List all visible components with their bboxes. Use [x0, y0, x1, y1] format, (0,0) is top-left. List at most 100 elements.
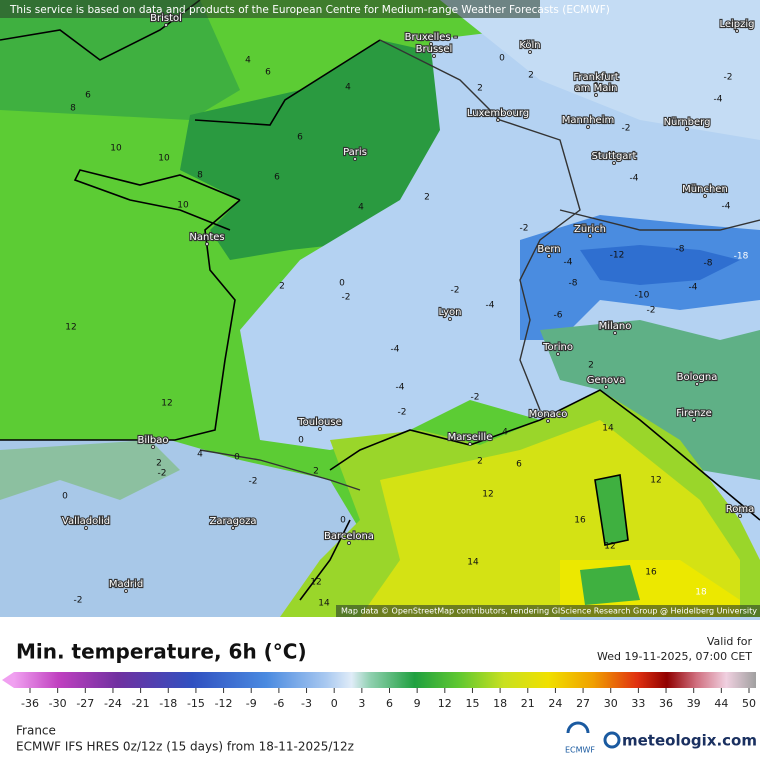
city-dot	[692, 418, 696, 422]
contour-label: 0	[499, 54, 505, 64]
city-label: Milano	[599, 321, 632, 332]
contour-label: 12	[161, 399, 172, 409]
city-label: Marseille	[448, 432, 493, 443]
city-label: Frankfurt	[573, 72, 618, 83]
contour-label: 12	[604, 542, 615, 552]
city-label: Genova	[587, 375, 625, 386]
city-dot	[468, 442, 472, 446]
legend-tick-label: -24	[104, 697, 122, 710]
legend-tick-label: -15	[187, 697, 205, 710]
contour-label: -18	[734, 252, 749, 262]
city-dot	[703, 194, 707, 198]
legend-tick-label: 6	[386, 697, 393, 710]
city-dot	[613, 331, 617, 335]
city-dot	[429, 42, 433, 46]
contour-label: 10	[110, 144, 122, 154]
map-attribution: Map data © OpenStreetMap contributors, r…	[341, 607, 757, 616]
legend-tick-label: 15	[465, 697, 479, 710]
city-dot	[735, 29, 739, 33]
contour-label: -4	[564, 258, 573, 268]
city-label: Zaragoza	[209, 516, 256, 527]
contour-label: 2	[424, 193, 430, 203]
contour-label: -2	[249, 477, 258, 487]
city-dot	[738, 514, 742, 518]
city-label: Torino	[542, 342, 573, 353]
city-dot	[685, 127, 689, 131]
contour-label: 4	[197, 450, 203, 460]
contour-label: -8	[676, 245, 685, 255]
legend-title: Min. temperature, 6h (°C)	[16, 640, 307, 664]
city-dot	[84, 526, 88, 530]
legend-tick-label: 44	[714, 697, 728, 710]
city-dot	[347, 541, 351, 545]
contour-label: 18	[695, 588, 707, 598]
contour-label: -4	[486, 301, 495, 311]
contour-label: 6	[85, 91, 91, 101]
contour-label: -4	[630, 174, 639, 184]
city-label: Brussel	[416, 44, 453, 55]
contour-label: -2	[398, 408, 407, 418]
city-label: Nürnberg	[664, 117, 711, 128]
contour-label: -10	[635, 291, 650, 301]
city-label: Köln	[519, 40, 540, 51]
contour-label: 10	[177, 201, 189, 211]
city-label: Barcelona	[324, 531, 374, 542]
legend-tick-label: 12	[438, 697, 452, 710]
region: France	[16, 724, 56, 738]
contour-label: 2	[528, 71, 534, 81]
city-dot	[432, 54, 436, 58]
city-dot	[448, 317, 452, 321]
contour-label: 0	[234, 453, 240, 463]
city-label: Stuttgart	[592, 151, 637, 162]
contour-label: -2	[74, 596, 83, 606]
contour-label: 4	[502, 428, 508, 438]
contour-label: 2	[313, 467, 319, 477]
legend-tick-label: -6	[273, 697, 284, 710]
contour-label: 0	[340, 516, 346, 526]
model-run: ECMWF IFS HRES 0z/12z (15 days) from 18-…	[16, 740, 354, 754]
legend-tick-label: -30	[49, 697, 67, 710]
legend: Min. temperature, 6h (°C) Valid for Wed …	[2, 635, 756, 710]
legend-tick-label: 21	[521, 697, 535, 710]
contour-label: 4	[245, 56, 251, 66]
contour-label: 0	[62, 492, 68, 502]
contour-label: -6	[554, 311, 563, 321]
city-dot	[586, 125, 590, 129]
contour-label: 4	[358, 203, 364, 213]
contour-label: 2	[477, 457, 483, 467]
city-label: Bologna	[677, 372, 718, 383]
legend-tick-label: -9	[246, 697, 257, 710]
contour-label: -2	[520, 224, 529, 234]
legend-tick-label: 18	[493, 697, 507, 710]
city-label: München	[682, 184, 728, 195]
city-label: Madrid	[109, 579, 143, 590]
legend-tick-label: 50	[742, 697, 756, 710]
contour-label: -2	[451, 286, 460, 296]
contour-label: -2	[647, 306, 656, 316]
contour-label: 12	[650, 476, 661, 486]
contour-label: 4	[345, 83, 351, 93]
legend-tick-label: 30	[604, 697, 618, 710]
city-label: Nantes	[189, 232, 224, 243]
city-dot	[556, 352, 560, 356]
city-dot	[546, 419, 550, 423]
ecmwf-logo: ECMWF	[565, 746, 595, 755]
city-label: Bern	[537, 244, 560, 255]
contour-label: 0	[298, 436, 304, 446]
city-label: Lyon	[438, 307, 461, 318]
contour-label: -2	[342, 293, 351, 303]
contour-label: 8	[70, 104, 76, 114]
contour-label: -2	[724, 73, 733, 83]
city-dot	[594, 82, 598, 86]
contour-label: 2	[156, 459, 162, 469]
contour-label: -2	[158, 469, 167, 479]
valid-time: Wed 19-11-2025, 07:00 CET	[597, 650, 752, 663]
contour-label: 14	[318, 599, 330, 609]
city-label: Bilbao	[137, 435, 168, 446]
city-label: Toulouse	[297, 417, 341, 428]
city-dot	[231, 526, 235, 530]
contour-label: 16	[645, 568, 657, 578]
city-label: Firenze	[676, 408, 712, 419]
city-dot	[695, 382, 699, 386]
contour-label: 2	[279, 282, 285, 292]
